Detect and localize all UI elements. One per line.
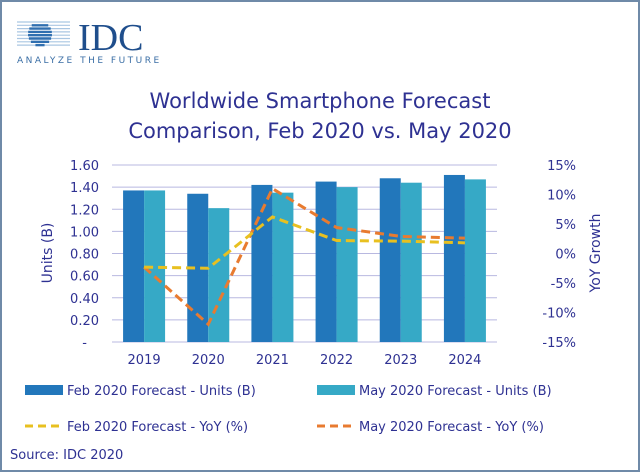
x-tick-label: 2020 [192, 353, 225, 368]
bar-feb-2023 [379, 178, 401, 342]
y2-tick-label: -10% [542, 307, 576, 322]
y-tick-label: 1.20 [70, 203, 99, 218]
y2-tick-label: 15% [547, 159, 576, 174]
idc-logo: IDC ANALYZE THE FUTURE [17, 17, 162, 66]
y-tick-label: 0.40 [70, 292, 99, 307]
x-tick-label: 2019 [128, 353, 161, 368]
y-tick-label: 1.40 [70, 181, 99, 196]
y-tick-label: 1.00 [70, 225, 99, 240]
y2-axis-label: YoY Growth [588, 214, 604, 294]
x-tick-label: 2024 [448, 353, 481, 368]
x-tick-label: 2022 [320, 353, 353, 368]
chart-title-line-1: Worldwide Smartphone Forecast [150, 89, 491, 113]
logo-text: IDC [78, 17, 143, 59]
bar-may-2024 [464, 179, 486, 342]
legend-label: May 2020 Forecast - Units (B) [359, 384, 552, 399]
chart-title-line-2: Comparison, Feb 2020 vs. May 2020 [128, 119, 511, 143]
y-axis-label: Units (B) [40, 223, 56, 284]
legend-label: Feb 2020 Forecast - Units (B) [67, 384, 256, 399]
y2-tick-label: -5% [551, 277, 576, 292]
x-tick-label: 2021 [256, 353, 289, 368]
y-tick-label: 0.20 [70, 314, 99, 329]
bar-may-2022 [336, 187, 358, 342]
bar-may-2023 [400, 182, 422, 342]
y2-tick-label: -15% [542, 336, 576, 351]
bar-may-2019 [144, 190, 166, 342]
legend-swatch [25, 385, 63, 395]
bar-feb-2019 [123, 190, 145, 342]
y-tick-label: 1.60 [70, 159, 99, 174]
x-tick-label: 2023 [384, 353, 417, 368]
bar-may-2021 [272, 192, 294, 342]
legend-swatch [317, 385, 355, 395]
y2-tick-label: 10% [547, 189, 576, 204]
legend-label: May 2020 Forecast - YoY (%) [359, 420, 544, 435]
logo-tagline: ANALYZE THE FUTURE [17, 56, 162, 66]
source-note: Source: IDC 2020 [10, 448, 123, 463]
y-tick-label: - [82, 336, 87, 351]
y-tick-label: 0.80 [70, 248, 99, 263]
bar-feb-2024 [443, 174, 465, 342]
bar-feb-2022 [315, 181, 337, 342]
legend-label: Feb 2020 Forecast - YoY (%) [67, 420, 248, 435]
bar-feb-2020 [187, 193, 209, 342]
y-tick-label: 0.60 [70, 270, 99, 285]
y2-tick-label: 5% [555, 218, 576, 233]
bar-may-2020 [208, 208, 230, 342]
y2-tick-label: 0% [555, 248, 576, 263]
line-may-yoy [143, 186, 465, 327]
